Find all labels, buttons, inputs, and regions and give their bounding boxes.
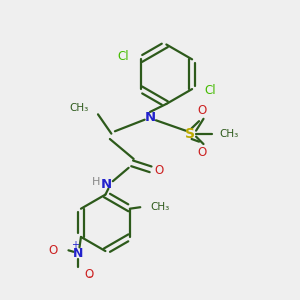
Text: H: H: [92, 177, 100, 187]
Text: CH₃: CH₃: [220, 129, 239, 139]
Text: S: S: [185, 127, 195, 141]
Text: ⁻: ⁻: [88, 274, 93, 284]
Text: Cl: Cl: [205, 84, 216, 97]
Text: O: O: [85, 268, 94, 281]
Text: O: O: [49, 244, 58, 257]
Text: N: N: [101, 178, 112, 191]
Text: N: N: [73, 247, 83, 260]
Text: N: N: [144, 111, 156, 124]
Text: CH₃: CH₃: [151, 202, 170, 212]
Text: +: +: [71, 240, 79, 250]
Text: Cl: Cl: [118, 50, 129, 64]
Text: O: O: [197, 146, 207, 159]
Text: O: O: [154, 164, 164, 177]
Text: O: O: [197, 104, 207, 117]
Text: CH₃: CH₃: [70, 103, 89, 113]
